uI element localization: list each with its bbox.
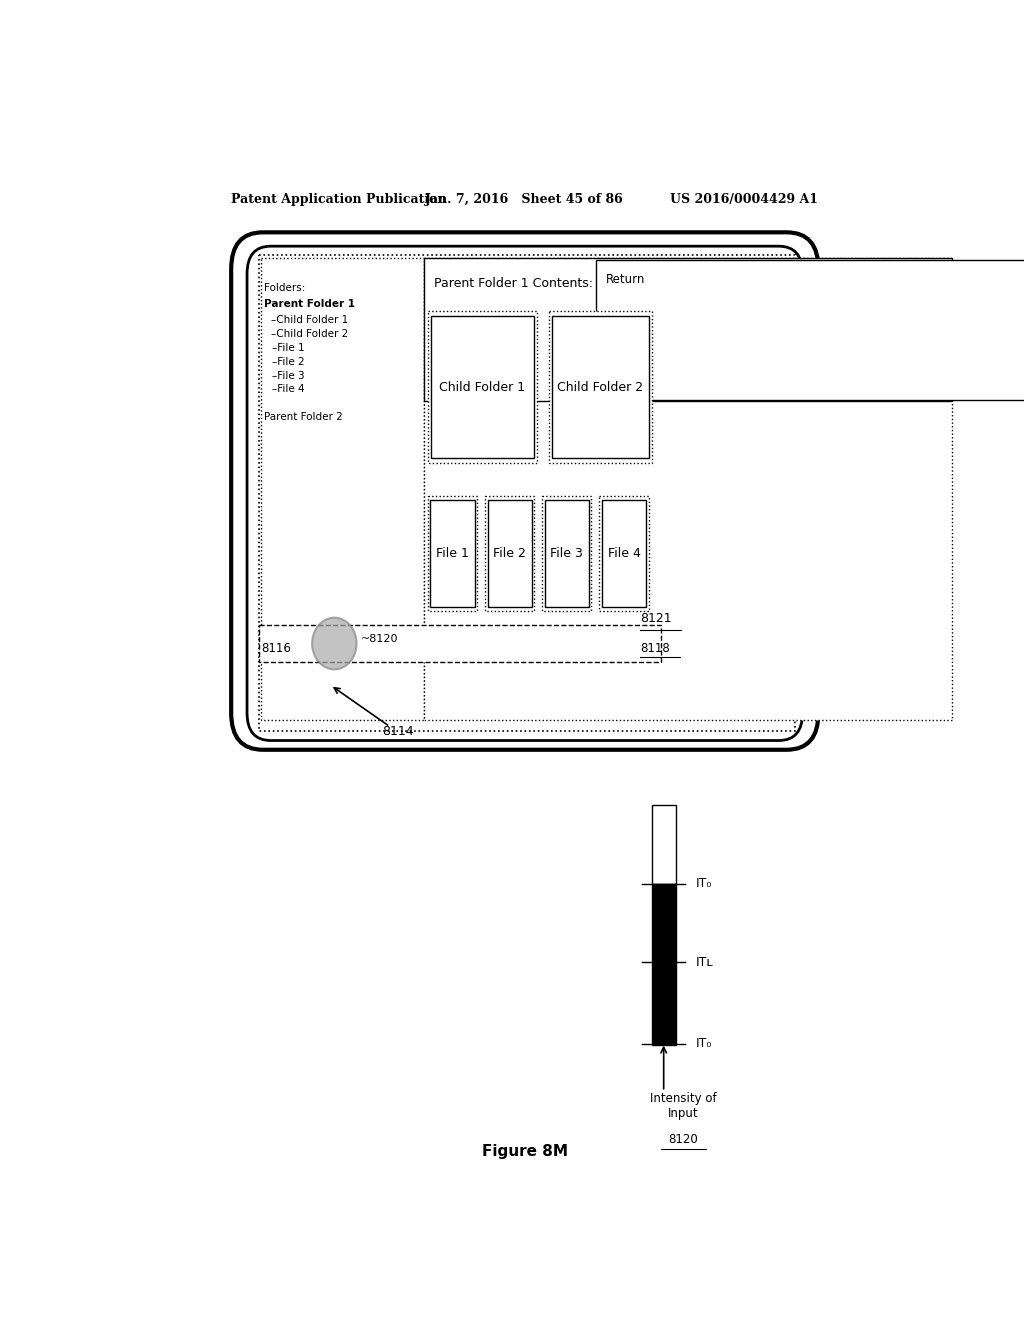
Text: Parent Folder 1: Parent Folder 1 [264, 300, 355, 309]
Text: File 2: File 2 [494, 546, 526, 560]
Bar [428, 496, 477, 611]
Bar [549, 312, 652, 463]
Text: US 2016/0004429 A1: US 2016/0004429 A1 [671, 194, 818, 206]
Text: File 4: File 4 [607, 546, 640, 560]
Bar [259, 626, 662, 663]
Text: –File 4: –File 4 [272, 384, 305, 395]
Text: 8116: 8116 [261, 642, 291, 655]
Text: ITʟ: ITʟ [695, 956, 713, 969]
FancyBboxPatch shape [231, 232, 818, 750]
Bar [485, 496, 535, 611]
Bar [261, 259, 424, 721]
Text: Child Folder 2: Child Folder 2 [557, 380, 643, 393]
Bar [543, 496, 592, 611]
Bar [596, 260, 1024, 400]
Bar [428, 312, 537, 463]
Text: 8114: 8114 [382, 725, 414, 738]
Bar [652, 884, 676, 1045]
Bar [431, 317, 534, 458]
Text: IT₀: IT₀ [695, 878, 712, 890]
Bar [259, 256, 795, 731]
Text: 8121: 8121 [640, 612, 672, 626]
Text: File 3: File 3 [551, 546, 584, 560]
Text: Child Folder 1: Child Folder 1 [439, 380, 525, 393]
Text: Figure 8M: Figure 8M [482, 1144, 567, 1159]
Text: Intensity of
Input: Intensity of Input [650, 1092, 717, 1119]
Text: Return: Return [605, 273, 645, 286]
Text: 8120: 8120 [669, 1133, 698, 1146]
Text: IT₀: IT₀ [695, 1038, 712, 1051]
Bar [487, 500, 531, 607]
Text: –Child Folder 1: –Child Folder 1 [270, 315, 348, 325]
Bar [599, 496, 648, 611]
Bar [602, 500, 646, 607]
Text: ~8120: ~8120 [360, 634, 398, 644]
Text: Parent Folder 2: Parent Folder 2 [264, 412, 343, 422]
Text: Patent Application Publication: Patent Application Publication [231, 194, 446, 206]
FancyBboxPatch shape [247, 246, 803, 741]
Bar [424, 259, 951, 721]
Text: –File 1: –File 1 [272, 343, 305, 352]
Text: 8118: 8118 [640, 642, 670, 655]
Text: Folders:: Folders: [264, 282, 306, 293]
Text: Jan. 7, 2016   Sheet 45 of 86: Jan. 7, 2016 Sheet 45 of 86 [425, 194, 625, 206]
Bar [424, 259, 951, 401]
Text: Parent Folder 1 Contents:: Parent Folder 1 Contents: [433, 277, 593, 289]
Text: –File 3: –File 3 [272, 371, 305, 380]
Circle shape [312, 618, 356, 669]
Text: File 1: File 1 [436, 546, 469, 560]
Text: –Child Folder 2: –Child Folder 2 [270, 329, 348, 339]
Bar [652, 805, 676, 884]
Bar [552, 317, 648, 458]
Text: –File 2: –File 2 [272, 356, 305, 367]
Bar [430, 500, 475, 607]
Bar [545, 500, 589, 607]
